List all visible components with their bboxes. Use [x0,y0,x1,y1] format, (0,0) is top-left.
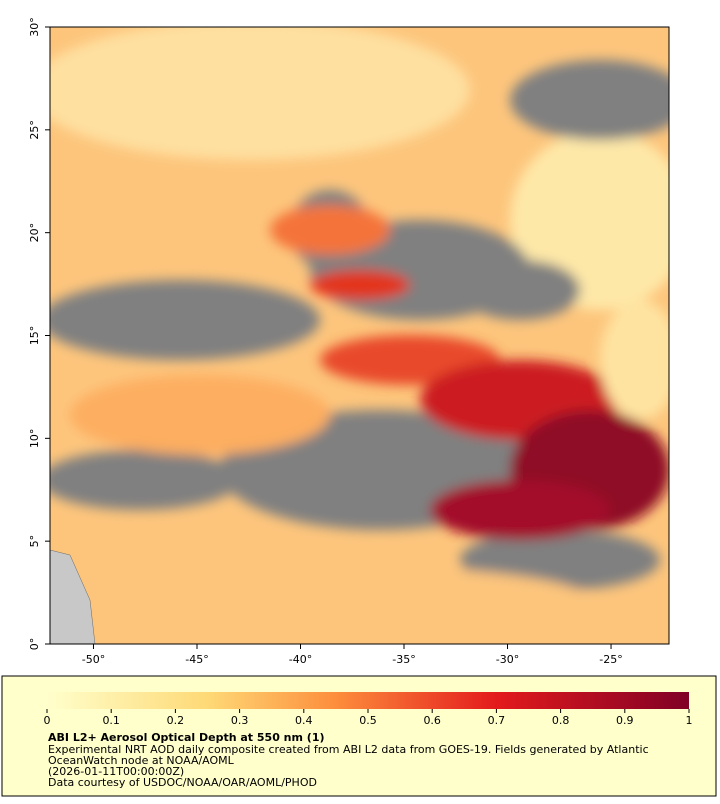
y-tick-label: 30° [28,17,41,37]
colorbar-tick-label: 0.4 [295,714,313,727]
colorbar-tick-label: 0.6 [423,714,441,727]
colorbar-tick-label: 0.9 [616,714,634,727]
y-tick-label: 25° [28,120,41,140]
legend-line: OceanWatch node at NOAA/AOML [48,754,235,767]
colorbar-tick-label: 0 [44,714,51,727]
x-tick-label: -35° [392,653,415,666]
y-tick-label: 15° [28,326,41,346]
x-tick-label: -45° [185,653,208,666]
x-tick-label: -25° [599,653,622,666]
legend-title: ABI L2+ Aerosol Optical Depth at 550 nm … [48,731,325,744]
x-tick-label: -40° [289,653,312,666]
colorbar-tick-label: 0.1 [102,714,120,727]
legend-line: Experimental NRT AOD daily composite cre… [48,743,649,756]
colorbar-tick-label: 0.7 [488,714,506,727]
y-tick-label: 5° [28,535,41,548]
colorbar-tick-label: 0.2 [167,714,185,727]
colorbar-tick-label: 0.8 [552,714,570,727]
y-tick-label: 20° [28,223,41,243]
y-tick-label: 10° [28,429,41,449]
colorbar-tick-label: 1 [686,714,693,727]
y-tick-label: 0° [28,638,41,651]
legend-line: (2026-01-11T00:00:00Z) [48,765,184,778]
colorbar-tick-label: 0.3 [231,714,249,727]
colorbar [47,692,689,709]
colorbar-tick-label: 0.5 [359,714,377,727]
aod-field [50,27,669,644]
x-tick-label: -50° [82,653,105,666]
x-tick-label: -30° [496,653,519,666]
legend-line: Data courtesy of USDOC/NOAA/OAR/AOML/PHO… [48,776,317,789]
